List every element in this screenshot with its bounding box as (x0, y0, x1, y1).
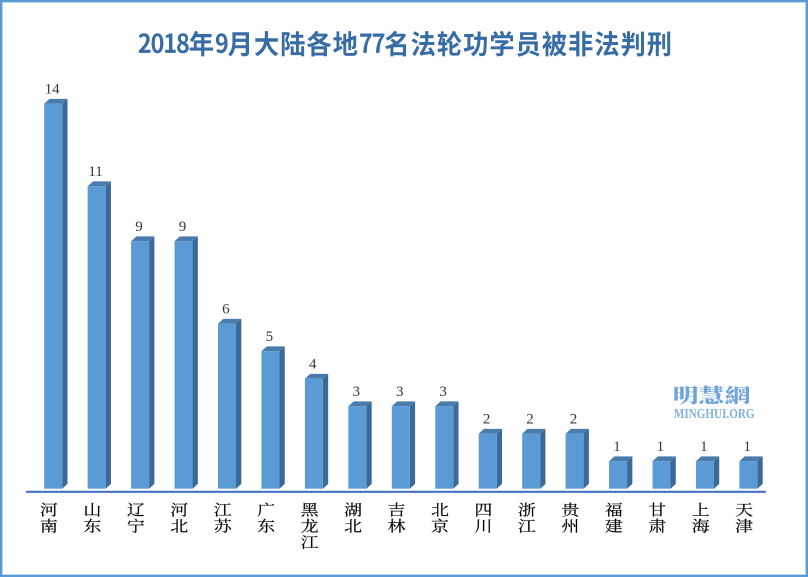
svg-text:3: 3 (396, 384, 404, 400)
svg-text:3: 3 (353, 384, 361, 400)
svg-text:2: 2 (483, 412, 491, 428)
svg-text:9: 9 (135, 219, 143, 235)
svg-text:MINGHUI.ORG: MINGHUI.ORG (674, 406, 755, 421)
svg-text:2: 2 (570, 412, 578, 428)
svg-text:2: 2 (526, 412, 534, 428)
svg-text:11: 11 (88, 164, 102, 180)
svg-text:1: 1 (744, 439, 752, 455)
svg-text:1: 1 (657, 439, 665, 455)
svg-text:1: 1 (700, 439, 708, 455)
svg-text:3: 3 (439, 384, 447, 400)
svg-text:9: 9 (179, 219, 187, 235)
svg-text:1: 1 (613, 439, 621, 455)
svg-text:6: 6 (222, 302, 230, 318)
svg-text:14: 14 (45, 82, 61, 98)
svg-text:4: 4 (309, 357, 317, 373)
svg-text:5: 5 (266, 329, 274, 345)
